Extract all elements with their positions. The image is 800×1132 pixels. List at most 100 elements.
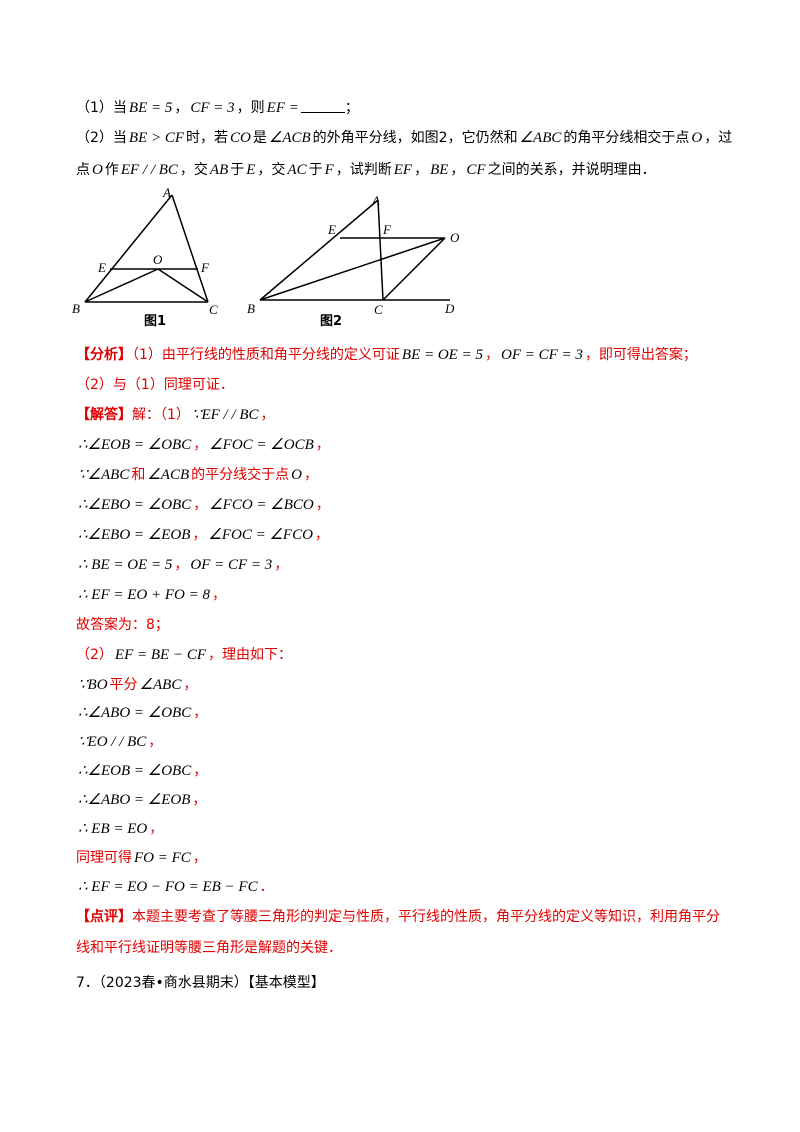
math: EF = [266, 100, 299, 116]
math: FO = FC [134, 850, 191, 866]
text-line: 线和平行线证明等腰三角形是解题的关键． [76, 938, 342, 958]
text: ， [315, 497, 330, 513]
text: ， [314, 527, 329, 543]
point-label: C [209, 302, 218, 317]
math: ∴∠EBO = ∠OBC [78, 497, 192, 513]
text: ， [149, 821, 164, 837]
text: ， [414, 162, 429, 178]
math: BE > CF [128, 130, 185, 146]
point-label: E [97, 260, 106, 275]
text-line: 【点评】本题主要考查了等腰三角形的判定与性质，平行线的性质，角平分线的定义等知识… [76, 907, 720, 927]
text: 故答案为：8； [76, 617, 169, 633]
point-label: O [450, 230, 460, 245]
text: 平分 [109, 677, 138, 693]
text-line: （2）当 BE > CF 时，若 CO 是 ∠ACB 的外角平分线，如图2，它仍然和 ∠ABC… [76, 128, 732, 148]
text: ，交 [179, 162, 208, 178]
point-label: O [153, 252, 163, 267]
math: ∠ACB [147, 467, 190, 483]
text-line: ∴∠EOB = ∠OBC， ∠FOC = ∠OCB， [76, 435, 330, 455]
math: ∠FOC = ∠OCB [209, 437, 314, 453]
math: ∴ EF = EO − FO = EB − FC [78, 879, 258, 895]
text: ， [450, 162, 465, 178]
text: 于 [230, 162, 245, 178]
text-line: 7．（2023春•商水县期末）【基本模型】 [76, 973, 325, 993]
figure-caption: 图2 [320, 314, 342, 329]
text: 本题主要考查了等腰三角形的判定与性质，平行线的性质，角平分线的定义等知识，利用角… [132, 909, 720, 925]
text: （1）当 [76, 100, 127, 116]
text: ， [211, 587, 226, 603]
text: ， [174, 557, 189, 573]
figure-1: A E O F B C 图1 [72, 185, 218, 329]
text-line: 点 O 作 EF / / BC ，交 AB 于 E ，交 AC 于 F ，试判断 EF， BE， CF 之间的关… [76, 160, 656, 180]
text: ； [344, 100, 359, 116]
point-label: B [72, 301, 80, 316]
math: ∵BO [78, 677, 108, 693]
text: 线和平行线证明等腰三角形是解题的关键． [76, 940, 342, 956]
text: 同理可得 [76, 850, 132, 866]
text: 于 [308, 162, 323, 178]
math: OF = CF = 3 [500, 347, 583, 363]
text-line: （1）当BE = 5，CF = 3，则EF =______； [76, 98, 359, 118]
text: ，过 [704, 130, 733, 146]
math: BE = 5 [128, 100, 173, 116]
heading-tag: 【点评】 [76, 909, 132, 925]
text: ， [484, 347, 499, 363]
text: 之间的关系，并说明理由． [487, 162, 656, 178]
text: ， [192, 850, 207, 866]
text-line: ∴∠EBO = ∠EOB， ∠FOC = ∠FCO， [76, 525, 329, 545]
text: （2）当 [76, 130, 127, 146]
point-label: C [374, 302, 383, 317]
text-line: 故答案为：8； [76, 615, 169, 635]
text: 和 [131, 467, 146, 483]
math: O [291, 467, 302, 483]
text-line: ∴ EB = EO， [76, 819, 163, 839]
blank: ______ [300, 98, 345, 113]
point-label: F [200, 260, 210, 275]
math: EF [393, 162, 413, 178]
math: ∴∠EBO = ∠EOB [78, 527, 191, 543]
text-line: 【解答】解：（1） ∵EF / / BC， [76, 405, 275, 425]
text: 的平分线交于点 [191, 467, 290, 483]
text: ， [148, 734, 163, 750]
math: ∴∠ABO = ∠EOB [78, 792, 191, 808]
math: ∴∠ABO = ∠OBC [78, 705, 192, 721]
math: CF = 3 [190, 100, 235, 116]
text: ， [174, 100, 189, 116]
text: ， [260, 407, 275, 423]
math: ∴∠EOB = ∠OBC [78, 437, 192, 453]
text-line: ∴ EF = EO − FO = EB − FC ． [76, 877, 274, 897]
math: ∴∠EOB = ∠OBC [78, 763, 192, 779]
point-label: D [444, 301, 455, 316]
math: O [691, 130, 703, 146]
text-line: ∴∠EBO = ∠OBC， ∠FCO = ∠BCO， [76, 495, 330, 515]
math: BE = OE = 5 [401, 347, 483, 363]
point-label: F [382, 222, 392, 237]
text-line: ∴∠ABO = ∠EOB， [76, 790, 206, 810]
text: （2）与（1）同理可证． [76, 377, 234, 393]
text: ， [193, 763, 208, 779]
math: E [246, 162, 256, 178]
math: CO [230, 130, 251, 146]
math: EF = BE − CF [114, 647, 206, 663]
math: EF / / BC [120, 162, 178, 178]
text-line: ∴∠EOB = ∠OBC， [76, 761, 207, 781]
math: ∵EF / / BC [191, 407, 259, 423]
figures: A E O F B C 图1 A E F O B C D 图2 [72, 185, 460, 329]
text: ，则 [236, 100, 265, 116]
text-line: 同理可得 FO = FC， [76, 848, 207, 868]
text: ，试判断 [335, 162, 392, 178]
text: ． [259, 879, 274, 895]
math: ∠ACB [268, 130, 311, 146]
point-label: A [371, 193, 380, 208]
point-label: B [247, 301, 255, 316]
math: AC [287, 162, 307, 178]
text: 是 [252, 130, 267, 146]
text-line: （2）与（1）同理可证． [76, 375, 234, 395]
math: ∠ABC [139, 677, 182, 693]
point-label: E [327, 222, 336, 237]
heading-tag: 【分析】 [76, 347, 132, 363]
text: ， [315, 437, 330, 453]
math: ∴ BE = OE = 5 [78, 557, 173, 573]
math: BE [430, 162, 449, 178]
